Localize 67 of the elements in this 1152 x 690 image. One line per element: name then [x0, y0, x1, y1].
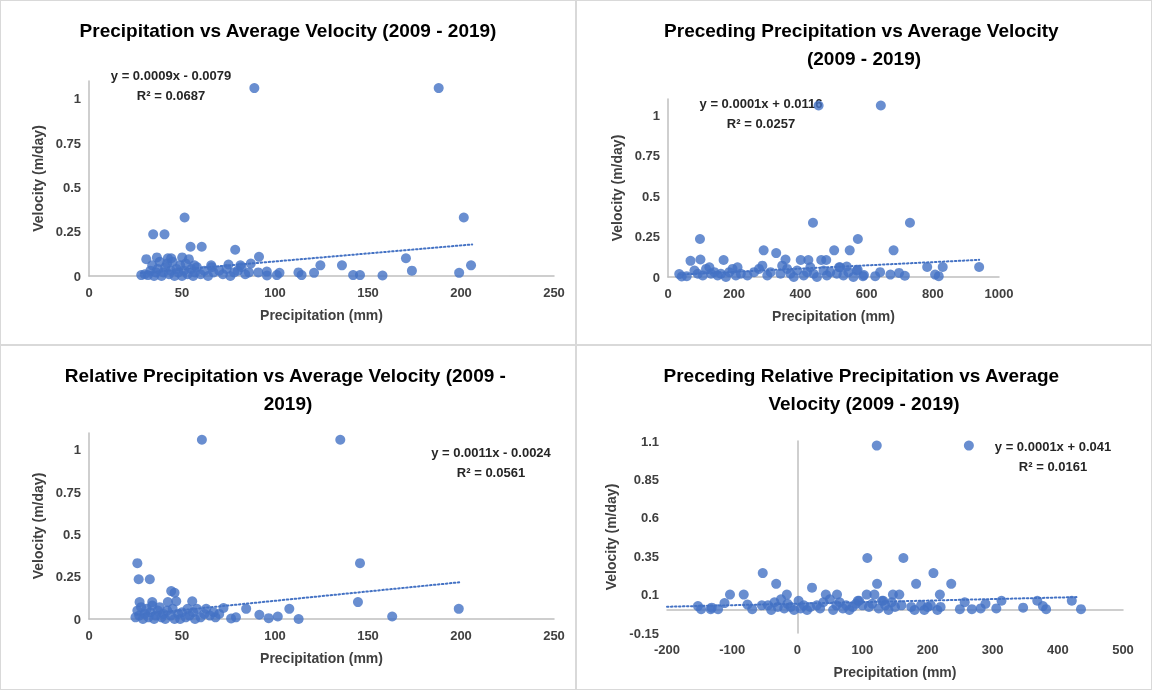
y-tick-label: 0.6 [640, 510, 659, 526]
annotation: R² = 0.0161 [1018, 459, 1088, 474]
y-tick-label: 0.85 [633, 471, 659, 487]
chart-title: Preceding Precipitation vs Average Velocity (2009 - 2019) [664, 19, 1064, 69]
x-tick-label: 0 [85, 628, 93, 643]
y-tick-label: 0.75 [634, 148, 660, 164]
y-tick-label: 0.25 [55, 224, 81, 240]
x-tick-label: 0 [793, 642, 801, 657]
x-tick-label: 250 [543, 285, 565, 300]
x-tick-label: 400 [789, 286, 812, 301]
y-tick-label: 0.5 [62, 526, 81, 542]
chart-title: Relative Precipitation vs Average Velocity (2009 - 2019) [64, 364, 512, 414]
annotation: y = 0.0011x - 0.0024 [431, 445, 552, 460]
y-tick-label: 0.25 [55, 569, 81, 585]
x-tick-label: 100 [851, 642, 874, 657]
y-tick-label: 0.5 [62, 179, 81, 195]
chart-title: Precipitation vs Average Velocity (2009 - 2019) [79, 19, 497, 41]
y-tick-label: 0.35 [633, 548, 659, 564]
x-tick-label: 800 [921, 286, 944, 301]
y-tick-label: 0 [652, 269, 660, 285]
x-tick-label: 200 [916, 642, 939, 657]
y-tick-label: 0.75 [55, 135, 81, 151]
y-axis-title: Velocity (m/day) [608, 134, 625, 242]
y-tick-label: 0.1 [640, 587, 659, 603]
x-tick-label: 200 [450, 628, 472, 643]
x-tick-label: 600 [855, 286, 878, 301]
y-axis-title: Velocity (m/day) [603, 483, 620, 591]
y-axis-title: Velocity (m/day) [29, 472, 46, 580]
y-tick-label: 1.1 [640, 433, 659, 449]
x-tick-label: 150 [357, 628, 379, 643]
x-tick-label: -100 [719, 642, 746, 657]
x-tick-label: 150 [357, 285, 379, 300]
annotation: y = 0.0001x + 0.0116 [699, 96, 823, 111]
y-tick-label: 1 [73, 91, 81, 107]
x-axis-title: Precipitation (mm) [260, 650, 383, 666]
x-axis-title: Precipitation (mm) [833, 664, 957, 680]
y-tick-label: 0.25 [634, 229, 660, 245]
x-tick-label: 50 [174, 628, 190, 643]
x-tick-label: -200 [653, 642, 681, 657]
y-tick-label: 1 [73, 442, 81, 458]
x-tick-label: 100 [264, 628, 286, 643]
y-tick-label: 0.5 [641, 188, 660, 204]
y-tick-label: -0.15 [629, 625, 659, 641]
annotation: y = 0.0001x + 0.041 [994, 439, 1112, 454]
x-tick-label: 0 [85, 285, 93, 300]
x-axis-title: Precipitation (mm) [260, 307, 383, 323]
annotation: R² = 0.0561 [456, 465, 526, 480]
x-tick-label: 250 [543, 628, 565, 643]
x-tick-label: 0 [664, 286, 672, 301]
y-tick-label: 0.75 [55, 484, 81, 500]
x-tick-label: 200 [723, 286, 746, 301]
x-tick-label: 400 [1047, 642, 1069, 657]
annotation: y = 0.0009x - 0.0079 [110, 68, 232, 83]
x-tick-label: 100 [264, 285, 286, 300]
annotation: R² = 0.0687 [136, 88, 206, 103]
y-tick-label: 1 [652, 107, 660, 123]
x-tick-label: 300 [981, 642, 1004, 657]
x-tick-label: 500 [1112, 642, 1134, 657]
x-tick-label: 50 [174, 285, 190, 300]
annotation: R² = 0.0257 [726, 116, 796, 131]
x-axis-title: Precipitation (mm) [772, 308, 895, 324]
x-tick-label: 200 [450, 285, 472, 300]
chart-title: Preceding Relative Precipitation vs Average Velocity (2009 - 2019) [663, 364, 1065, 414]
y-axis-title: Velocity (m/day) [29, 125, 46, 232]
y-tick-label: 0 [73, 611, 81, 627]
x-tick-label: 1000 [984, 286, 1014, 301]
y-tick-label: 0 [73, 268, 81, 284]
